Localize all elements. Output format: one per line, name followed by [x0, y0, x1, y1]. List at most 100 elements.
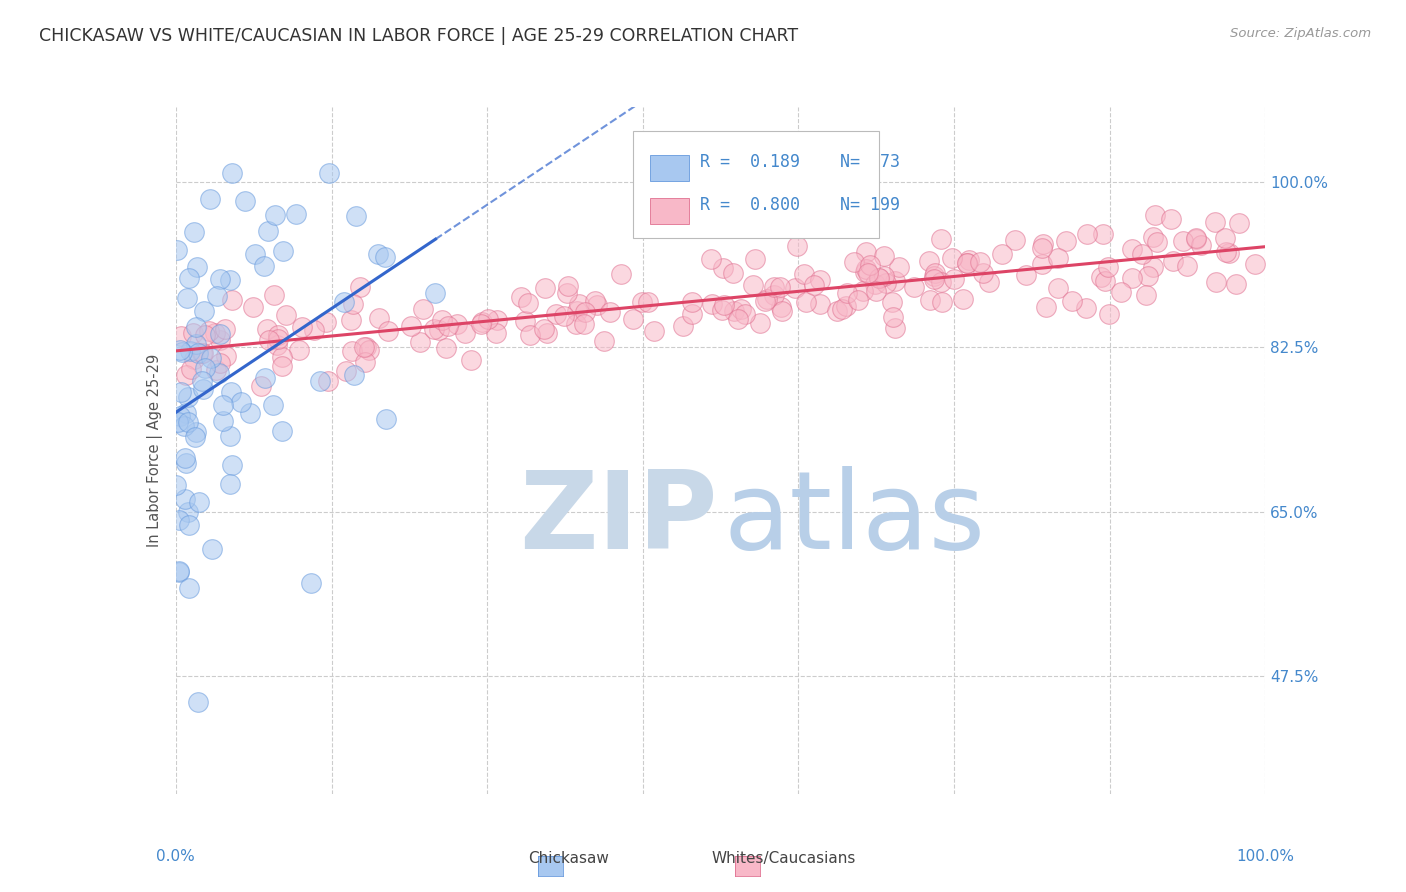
Point [166, 415, 188, 429]
Point [170, 328, 193, 343]
Point [485, 313, 508, 327]
Point [872, 268, 894, 283]
Point [194, 327, 217, 342]
Point [1173, 235, 1195, 249]
Point [276, 308, 298, 322]
Point [250, 378, 273, 392]
Point [340, 344, 363, 359]
Point [180, 362, 202, 376]
Point [214, 322, 236, 336]
Point [1032, 236, 1054, 251]
Point [183, 351, 205, 366]
Point [219, 273, 242, 287]
Point [263, 208, 285, 222]
Point [1074, 301, 1097, 316]
Point [187, 695, 209, 709]
Point [353, 355, 375, 369]
Point [835, 285, 858, 300]
Point [803, 277, 825, 292]
Point [423, 322, 446, 336]
Point [271, 359, 294, 373]
Point [374, 412, 396, 426]
Point [637, 294, 659, 309]
Point [763, 279, 786, 293]
Point [1161, 253, 1184, 268]
Point [1031, 241, 1053, 255]
Point [883, 274, 905, 288]
Point [510, 291, 533, 305]
Point [233, 194, 256, 208]
Point [941, 251, 963, 265]
Point [852, 285, 875, 299]
Point [783, 281, 806, 295]
Point [516, 295, 538, 310]
Point [1121, 271, 1143, 285]
Point [166, 243, 188, 257]
Point [271, 244, 294, 258]
Point [215, 350, 238, 364]
Point [291, 320, 314, 334]
Point [875, 276, 897, 290]
FancyBboxPatch shape [650, 155, 689, 181]
Point [918, 293, 941, 307]
Point [610, 267, 633, 281]
Point [882, 294, 904, 309]
Point [956, 256, 979, 270]
Point [969, 254, 991, 268]
Point [713, 260, 735, 275]
Point [825, 303, 848, 318]
Point [769, 300, 792, 314]
Point [179, 344, 201, 359]
Point [165, 478, 187, 492]
Point [593, 334, 616, 348]
Point [754, 294, 776, 309]
Point [831, 301, 853, 316]
Point [568, 297, 591, 311]
Point [929, 275, 952, 289]
Point [1031, 257, 1053, 271]
Point [1189, 237, 1212, 252]
Point [409, 334, 432, 349]
Point [1142, 260, 1164, 274]
Point [177, 415, 200, 429]
Point [868, 270, 890, 285]
Point [1092, 227, 1115, 241]
Point [186, 260, 208, 274]
Point [586, 297, 609, 311]
Point [446, 318, 468, 332]
Point [730, 302, 752, 317]
Point [221, 166, 243, 180]
Point [631, 295, 654, 310]
Point [1218, 246, 1240, 260]
Point [238, 406, 260, 420]
Point [191, 346, 214, 360]
Point [887, 260, 910, 274]
Point [1213, 231, 1236, 245]
Point [201, 541, 224, 556]
Point [200, 351, 222, 365]
Point [1185, 232, 1208, 246]
Point [1130, 247, 1153, 261]
Point [343, 368, 366, 382]
Point [515, 314, 537, 328]
Point [943, 272, 966, 286]
Point [177, 390, 200, 404]
Point [221, 293, 243, 308]
Point [1014, 268, 1036, 282]
Point [315, 315, 337, 329]
Point [756, 292, 779, 306]
Text: ZIP: ZIP [519, 467, 717, 572]
Point [794, 294, 817, 309]
Point [191, 375, 214, 389]
Point [194, 361, 217, 376]
Point [176, 292, 198, 306]
Point [546, 307, 568, 321]
Point [1243, 257, 1265, 271]
Point [884, 321, 907, 335]
Point [536, 326, 558, 341]
Point [572, 317, 595, 331]
Point [1098, 307, 1121, 321]
Point [1143, 208, 1166, 222]
Point [434, 341, 457, 355]
Point [957, 253, 980, 268]
